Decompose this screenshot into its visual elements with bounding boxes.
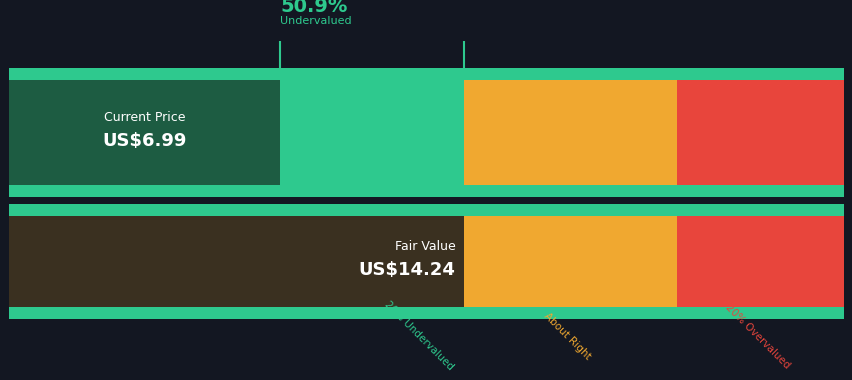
Bar bbox=[9, 204, 463, 319]
Text: Current Price: Current Price bbox=[103, 111, 185, 124]
Text: US$14.24: US$14.24 bbox=[359, 261, 455, 279]
Text: Fair Value: Fair Value bbox=[394, 239, 455, 253]
Bar bbox=[676, 204, 843, 319]
Bar bbox=[463, 204, 676, 319]
Text: 20% Undervalued: 20% Undervalued bbox=[382, 300, 455, 372]
Bar bbox=[9, 204, 843, 215]
Bar bbox=[9, 215, 463, 307]
Bar bbox=[9, 68, 463, 197]
Text: US$6.99: US$6.99 bbox=[102, 132, 187, 150]
Bar bbox=[463, 68, 676, 197]
Text: Undervalued: Undervalued bbox=[279, 16, 351, 26]
Bar bbox=[9, 185, 843, 197]
Text: 50.9%: 50.9% bbox=[279, 0, 347, 16]
Bar bbox=[676, 68, 843, 197]
Bar bbox=[9, 80, 279, 185]
Bar bbox=[9, 68, 843, 80]
Text: 20% Overvalued: 20% Overvalued bbox=[722, 302, 791, 370]
Bar bbox=[9, 307, 843, 319]
Text: About Right: About Right bbox=[541, 311, 592, 361]
